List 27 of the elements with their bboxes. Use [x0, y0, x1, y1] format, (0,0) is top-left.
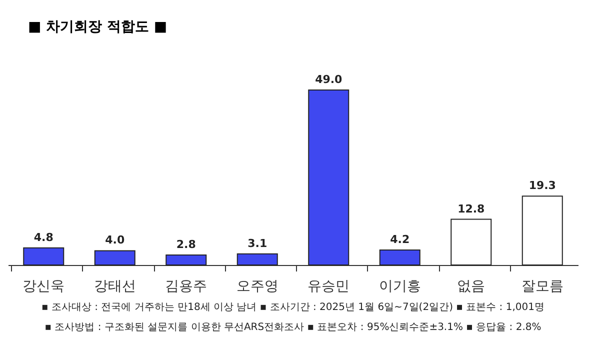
bar [94, 250, 136, 266]
x-tick-label: 강태선 [94, 278, 136, 294]
data-label: 4.2 [390, 233, 410, 246]
text: ▪ 조사대상 : 전국에 거주하는 만18세 이상 남녀 ▪ 조사기간 : 2025년 1월 6일~7일(2일간) ▪ 표본수 : 1,001명 [42, 302, 544, 313]
data-label: 2.8 [176, 238, 196, 251]
bar [23, 247, 64, 266]
x-tick-label: 잘모름 [521, 278, 564, 294]
chart-title: ■ 차기회장 적합도 ■ [28, 19, 168, 35]
x-tick-label: 오주영 [236, 278, 278, 294]
x-tick-label: 없음 [457, 278, 486, 294]
x-tick-label: 유승민 [308, 278, 350, 294]
bar [450, 218, 492, 266]
data-label: 49.0 [315, 73, 343, 86]
data-label: 4.0 [105, 234, 125, 247]
x-tick-label: 이기흥 [378, 278, 421, 294]
bar [522, 196, 563, 266]
text: ▪ 조사방법 : 구조화된 설문지를 이용한 무선ARS전화조사 ▪ 표본오차 : 95%신뢰수준±3.1% ▪ 응답율 : 2.8% [44, 322, 542, 333]
x-tick-label: 김용주 [165, 278, 208, 294]
bar [166, 254, 207, 266]
data-label: 3.1 [248, 236, 268, 250]
data-label: 19.3 [528, 179, 556, 192]
bar [379, 250, 420, 266]
data-label: 12.8 [458, 202, 485, 216]
x-tick-label: 강신욱 [22, 278, 65, 294]
bar [236, 253, 278, 266]
bar [308, 90, 350, 266]
data-label: 4.8 [34, 230, 54, 244]
